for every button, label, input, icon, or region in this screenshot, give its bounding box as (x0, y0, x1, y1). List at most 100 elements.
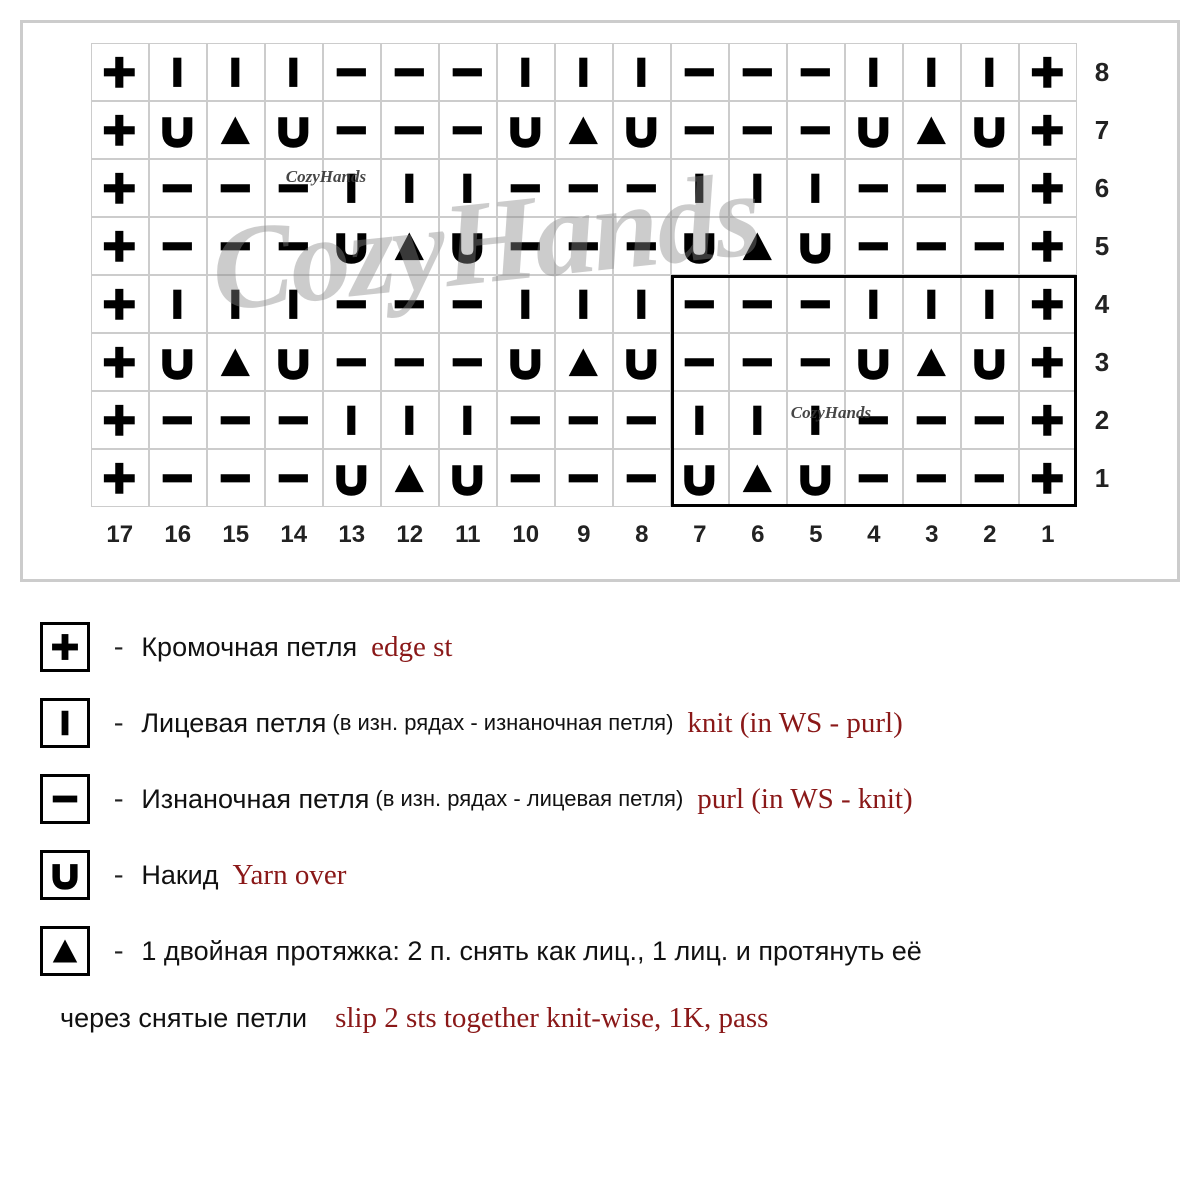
grid-cell (91, 43, 149, 101)
grid-cell (787, 101, 845, 159)
grid-cell (671, 333, 729, 391)
grid-cell (91, 449, 149, 507)
column-label: 5 (787, 521, 845, 549)
legend-dash: - (114, 783, 123, 815)
grid-cell (265, 333, 323, 391)
grid-cell (265, 101, 323, 159)
grid-cell (845, 391, 903, 449)
column-label: 4 (845, 521, 903, 549)
grid-cell (903, 217, 961, 275)
grid-cell (1019, 217, 1077, 275)
grid-cell (555, 43, 613, 101)
grid-cell (845, 101, 903, 159)
grid-cell (1019, 391, 1077, 449)
grid-cell (149, 159, 207, 217)
grid-cell (671, 217, 729, 275)
grid-cell (845, 217, 903, 275)
grid-cell (903, 275, 961, 333)
grid-cell (265, 217, 323, 275)
grid-cell (207, 43, 265, 101)
legend-row: -1 двойная протяжка: 2 п. снять как лиц.… (40, 926, 1160, 976)
grid-cell (729, 391, 787, 449)
grid-cell (207, 449, 265, 507)
grid-cell (265, 449, 323, 507)
grid-cell (381, 391, 439, 449)
legend-dash: - (114, 859, 123, 891)
grid-cell (149, 43, 207, 101)
legend-symbol-box (40, 622, 90, 672)
legend-symbol-box (40, 774, 90, 824)
legend-continuation-en: slip 2 sts together knit-wise, 1K, pass (335, 1002, 768, 1034)
grid-cell (497, 101, 555, 159)
grid-cell (845, 275, 903, 333)
grid-cell (845, 333, 903, 391)
stitch-grid (91, 43, 1077, 507)
grid-cell (381, 333, 439, 391)
grid-cell (1019, 449, 1077, 507)
grid-cell (787, 449, 845, 507)
legend-dash: - (114, 631, 123, 663)
legend-continuation: через снятые петлиslip 2 sts together kn… (60, 1002, 1160, 1035)
legend-symbol-box (40, 926, 90, 976)
legend-text-ru: Накид (141, 860, 218, 891)
grid-cell (381, 101, 439, 159)
grid-cell (323, 391, 381, 449)
grid-cell (961, 333, 1019, 391)
grid-cell (265, 391, 323, 449)
grid-cell (555, 101, 613, 159)
grid-cell (903, 391, 961, 449)
grid-cell (671, 275, 729, 333)
grid-cell (323, 43, 381, 101)
grid-cell (323, 101, 381, 159)
row-label: 3 (1095, 333, 1109, 391)
legend-text-en: purl (in WS - knit) (697, 783, 912, 816)
grid-cell (207, 333, 265, 391)
grid-cell (729, 101, 787, 159)
grid-cell (265, 43, 323, 101)
legend-text-en: knit (in WS - purl) (687, 707, 902, 740)
grid-cell (903, 449, 961, 507)
grid-cell (265, 159, 323, 217)
grid-cell (265, 275, 323, 333)
grid-cell (439, 449, 497, 507)
grid-cell (207, 159, 265, 217)
grid-cell (149, 449, 207, 507)
grid-cell (323, 333, 381, 391)
row-label: 2 (1095, 391, 1109, 449)
row-label: 7 (1095, 101, 1109, 159)
column-label: 9 (555, 521, 613, 549)
grid-cell (1019, 275, 1077, 333)
grid-cell (961, 217, 1019, 275)
grid-cell (1019, 159, 1077, 217)
grid-cell (497, 217, 555, 275)
grid-cell (903, 159, 961, 217)
row-label: 5 (1095, 217, 1109, 275)
grid-cell (729, 217, 787, 275)
grid-cell (961, 159, 1019, 217)
grid-cell (845, 43, 903, 101)
grid-cell (381, 217, 439, 275)
legend-row: -Изнаночная петля(в изн. рядах - лицевая… (40, 774, 1160, 824)
grid-cell (961, 101, 1019, 159)
grid-cell (497, 43, 555, 101)
grid-cell (555, 217, 613, 275)
grid-cell (787, 159, 845, 217)
grid-cell (381, 159, 439, 217)
grid-cell (149, 391, 207, 449)
grid-cell (497, 159, 555, 217)
grid-cell (961, 449, 1019, 507)
grid-cell (613, 217, 671, 275)
grid-cell (323, 275, 381, 333)
column-label: 10 (497, 521, 555, 549)
grid-cell (149, 333, 207, 391)
grid-cell (381, 275, 439, 333)
grid-cell (439, 275, 497, 333)
legend-row: -НакидYarn over (40, 850, 1160, 900)
grid-cell (555, 333, 613, 391)
grid-cell (207, 275, 265, 333)
grid-cell (729, 333, 787, 391)
grid-cell (91, 275, 149, 333)
legend-text-ru: 1 двойная протяжка: 2 п. снять как лиц.,… (141, 936, 921, 967)
grid-cell (555, 275, 613, 333)
grid-cell (729, 449, 787, 507)
